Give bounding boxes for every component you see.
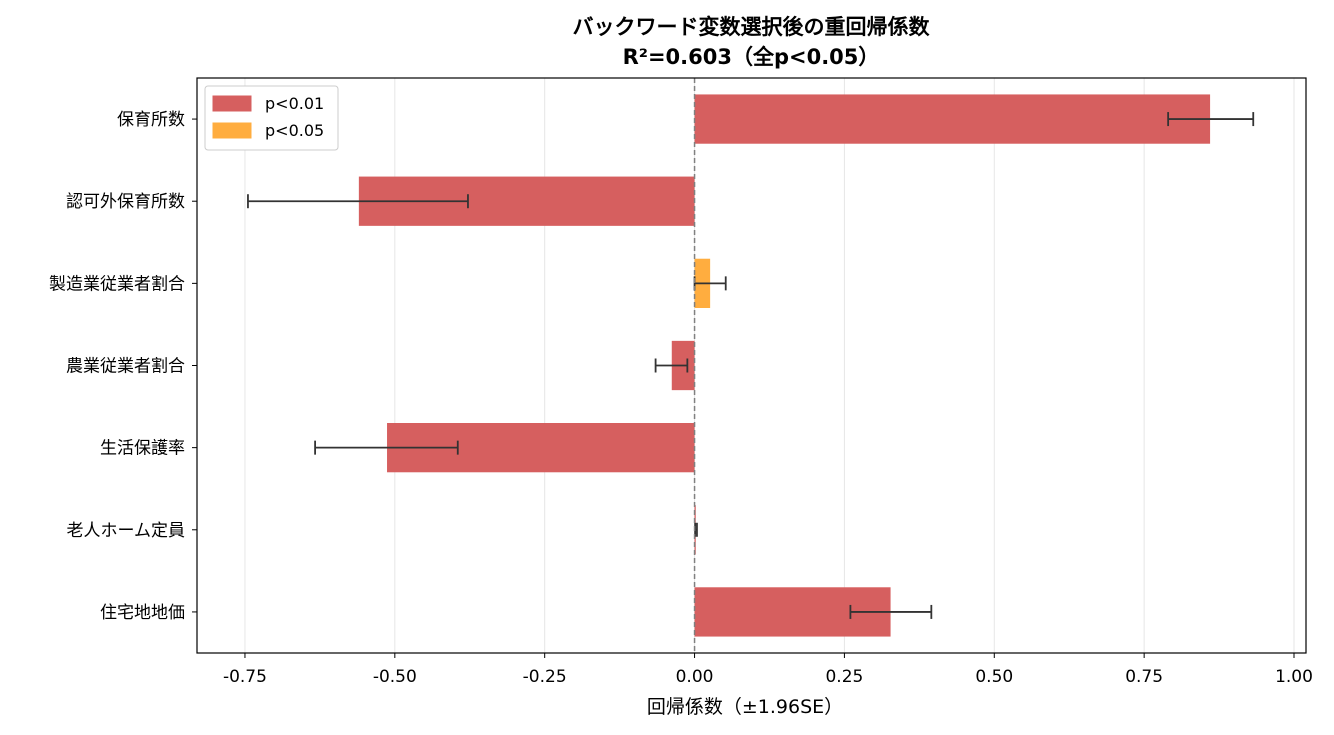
legend-label-p005: p<0.05 xyxy=(265,121,324,140)
legend-label-p001: p<0.01 xyxy=(265,94,324,113)
x-tick-label: 1.00 xyxy=(1275,667,1313,687)
error-bars xyxy=(247,112,1255,619)
plot-frame xyxy=(196,77,1307,654)
x-tick-label: 0.00 xyxy=(676,667,714,687)
grid xyxy=(244,78,1295,653)
chart-subtitle: R²=0.603（全p<0.05） xyxy=(623,45,880,69)
x-tick-label: 0.75 xyxy=(1125,667,1163,687)
legend: p<0.01 p<0.05 xyxy=(204,85,339,151)
chart-title: バックワード変数選択後の重回帰係数 xyxy=(573,15,931,39)
y-tick-label: 住宅地地価 xyxy=(100,603,185,623)
x-tick-label: -0.25 xyxy=(523,667,567,687)
legend-swatch-p001 xyxy=(212,95,252,112)
x-axis: -0.75 -0.50 -0.25 0.00 0.25 0.50 0.75 1.00 xyxy=(223,653,1313,687)
bar xyxy=(694,94,1211,144)
legend-swatch-p005 xyxy=(212,122,252,139)
x-tick-label: 0.25 xyxy=(825,667,863,687)
x-tick-label: 0.50 xyxy=(975,667,1013,687)
y-tick-label: 保育所数 xyxy=(117,110,185,130)
y-tick-label: 老人ホーム定員 xyxy=(67,521,186,541)
bars xyxy=(358,94,1211,637)
x-tick-label: -0.75 xyxy=(223,667,267,687)
y-tick-label: 製造業従業者割合 xyxy=(49,274,185,294)
y-axis: 保育所数認可外保育所数製造業従業者割合農業従業者割合生活保護率老人ホーム定員住宅… xyxy=(49,110,197,623)
x-tick-label: -0.50 xyxy=(373,667,417,687)
y-tick-label: 農業従業者割合 xyxy=(66,357,185,377)
y-tick-label: 生活保護率 xyxy=(100,439,185,459)
x-axis-label: 回帰係数（±1.96SE） xyxy=(647,696,843,718)
y-tick-label: 認可外保育所数 xyxy=(66,192,185,212)
